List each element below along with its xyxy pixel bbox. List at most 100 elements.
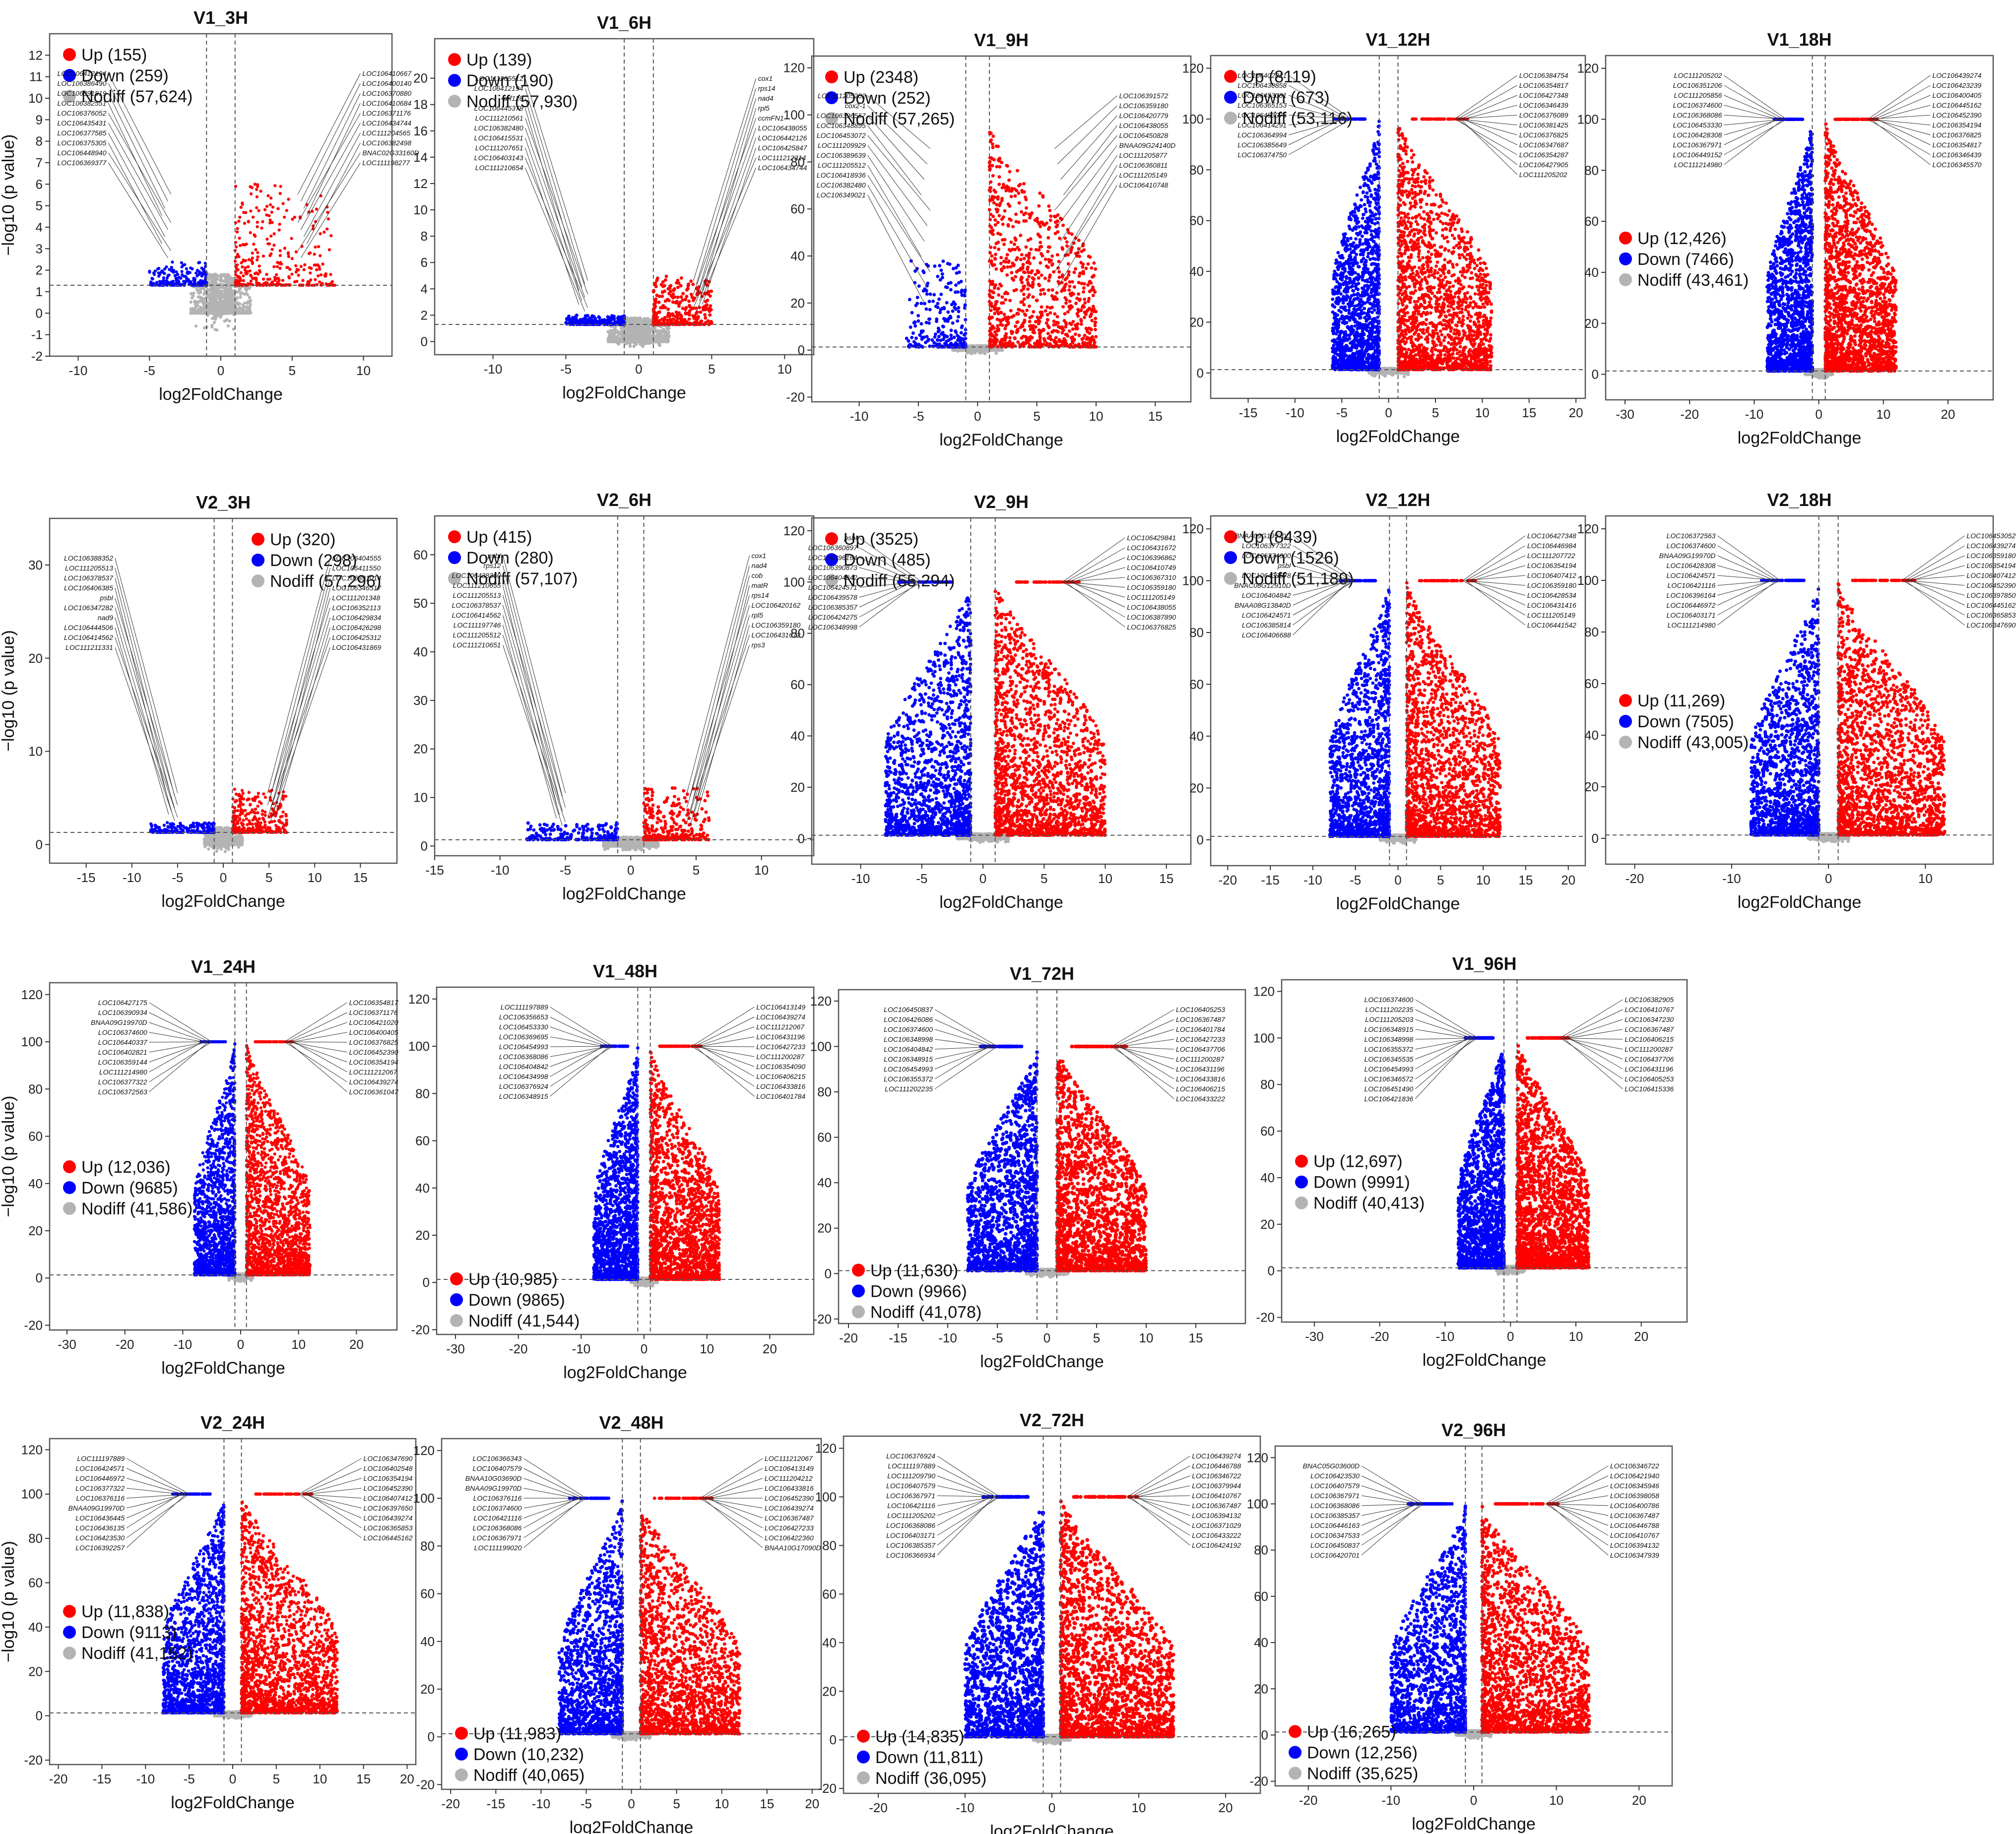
data-point bbox=[276, 207, 279, 210]
data-point bbox=[654, 285, 658, 288]
data-point bbox=[676, 279, 679, 282]
data-point bbox=[325, 282, 327, 285]
data-point bbox=[198, 295, 201, 298]
data-point bbox=[256, 255, 259, 258]
data-point bbox=[666, 327, 669, 331]
data-point bbox=[233, 293, 236, 296]
data-point bbox=[658, 344, 661, 347]
data-point bbox=[309, 271, 312, 274]
data-point bbox=[680, 315, 683, 318]
data-point bbox=[247, 265, 250, 268]
data-point bbox=[291, 218, 294, 221]
data-point bbox=[226, 291, 229, 294]
data-point bbox=[684, 312, 688, 316]
scatter-points bbox=[905, 131, 1098, 356]
data-point bbox=[251, 186, 254, 189]
data-point bbox=[256, 251, 259, 254]
data-point bbox=[266, 194, 269, 197]
data-point bbox=[683, 318, 687, 321]
data-point bbox=[197, 281, 200, 284]
gene-label: LOC106377585 bbox=[58, 129, 107, 137]
data-point bbox=[295, 250, 298, 253]
y-tick-label: 12 bbox=[28, 48, 43, 63]
data-point bbox=[677, 303, 681, 306]
data-point bbox=[704, 316, 707, 320]
data-point bbox=[259, 190, 262, 192]
data-point bbox=[319, 232, 322, 235]
data-point bbox=[234, 221, 237, 224]
data-point bbox=[258, 264, 260, 267]
data-point bbox=[242, 274, 245, 277]
data-point bbox=[213, 287, 216, 290]
y-tick-label: 5 bbox=[36, 198, 43, 213]
data-point bbox=[288, 276, 291, 279]
data-point bbox=[226, 304, 229, 307]
gene-label: LOC106410684 bbox=[362, 99, 411, 107]
data-point bbox=[315, 268, 318, 271]
data-point bbox=[183, 263, 186, 266]
data-point bbox=[271, 205, 274, 208]
data-point bbox=[665, 275, 668, 278]
data-point bbox=[210, 292, 213, 295]
data-point bbox=[646, 330, 650, 333]
data-point bbox=[195, 302, 197, 305]
data-point bbox=[281, 202, 284, 205]
data-point bbox=[211, 279, 214, 282]
data-point bbox=[186, 271, 189, 274]
data-point bbox=[191, 296, 194, 299]
data-point bbox=[297, 268, 300, 271]
data-point bbox=[254, 248, 257, 251]
gene-label: LOC106371176 bbox=[362, 109, 411, 117]
y-tick-label: 0 bbox=[421, 334, 428, 349]
data-point bbox=[194, 307, 197, 310]
data-point bbox=[228, 319, 231, 322]
data-point bbox=[213, 328, 216, 331]
data-point bbox=[273, 278, 276, 281]
data-point bbox=[254, 183, 257, 186]
data-point bbox=[687, 300, 691, 303]
data-point bbox=[157, 267, 160, 270]
panel-title: V1_3H bbox=[194, 7, 248, 28]
data-point bbox=[195, 324, 197, 327]
y-tick-label: 2 bbox=[421, 308, 428, 322]
data-point bbox=[212, 311, 215, 314]
data-point bbox=[680, 276, 683, 280]
data-point bbox=[244, 312, 247, 315]
data-point bbox=[631, 340, 634, 343]
data-point bbox=[208, 311, 211, 314]
data-point bbox=[329, 234, 332, 237]
data-point bbox=[246, 308, 249, 311]
data-point bbox=[270, 221, 273, 224]
data-point bbox=[696, 317, 699, 321]
data-point bbox=[647, 341, 650, 344]
data-point bbox=[190, 308, 193, 311]
y-tick-label: -2 bbox=[31, 349, 43, 364]
data-point bbox=[236, 296, 239, 299]
data-point bbox=[186, 279, 189, 282]
y-tick-label: 16 bbox=[413, 124, 428, 138]
data-point bbox=[281, 279, 284, 282]
data-point bbox=[695, 312, 698, 315]
y-axis-label: −log10 (p value) bbox=[0, 134, 18, 256]
data-point bbox=[681, 292, 685, 295]
data-point bbox=[172, 269, 175, 272]
data-point bbox=[217, 286, 220, 289]
data-point bbox=[617, 338, 620, 342]
data-point bbox=[573, 321, 577, 324]
data-point bbox=[625, 328, 629, 331]
gene-label: LOC106425847 bbox=[758, 144, 808, 152]
data-point bbox=[158, 273, 161, 276]
data-point bbox=[242, 279, 245, 282]
data-point bbox=[256, 258, 259, 261]
data-point bbox=[265, 205, 268, 208]
data-point bbox=[225, 318, 228, 321]
data-point bbox=[666, 298, 669, 301]
legend-entry-up: Up (139) bbox=[466, 51, 532, 69]
data-point bbox=[200, 272, 203, 275]
gene-label: LOC106415531 bbox=[474, 134, 523, 142]
volcano-panel-v1-9h: -10 -5 0 5 10 15-20020406080100120V1_9Hlog2Fo… bbox=[783, 30, 1191, 449]
data-point bbox=[210, 325, 213, 328]
data-point bbox=[244, 266, 247, 269]
data-point bbox=[654, 321, 658, 324]
data-point bbox=[663, 317, 666, 321]
